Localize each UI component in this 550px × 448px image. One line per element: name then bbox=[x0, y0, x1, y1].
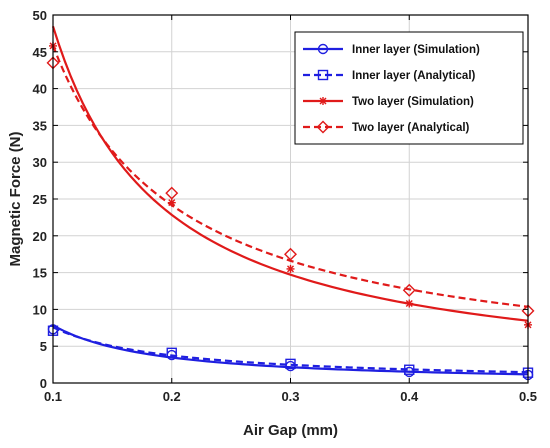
y-tick-label: 50 bbox=[33, 8, 47, 23]
y-tick-label: 40 bbox=[33, 82, 47, 97]
x-tick-label: 0.3 bbox=[281, 389, 299, 404]
legend-label: Two layer (Analytical) bbox=[352, 122, 470, 134]
y-axis-title: Magnetic Force (N) bbox=[7, 131, 24, 266]
y-tick-label: 30 bbox=[33, 155, 47, 170]
data-point-star bbox=[405, 299, 414, 308]
data-point-diamond bbox=[284, 247, 297, 261]
legend-label: Two layer (Simulation) bbox=[352, 96, 474, 108]
data-point-square bbox=[166, 347, 177, 359]
y-tick-label: 10 bbox=[33, 302, 47, 317]
series-line bbox=[51, 45, 529, 308]
x-tick-label: 0.5 bbox=[519, 389, 537, 404]
data-point-circle bbox=[317, 43, 329, 55]
data-point-star bbox=[319, 97, 327, 105]
y-tick-label: 15 bbox=[33, 266, 47, 281]
legend-box bbox=[294, 31, 524, 145]
grid bbox=[52, 14, 529, 384]
y-tick-label: 5 bbox=[40, 339, 47, 354]
data-point-star bbox=[286, 264, 295, 273]
legend-item: Two layer (Analytical) bbox=[303, 120, 470, 134]
legend-label: Inner layer (Analytical) bbox=[352, 70, 476, 82]
y-tick-label: 35 bbox=[33, 118, 47, 133]
x-tick-label: 0.1 bbox=[44, 389, 62, 404]
y-tick-label: 45 bbox=[33, 45, 47, 60]
series-line bbox=[52, 326, 529, 374]
tick-labels: 0.1 0.2 0.3 0.4 0.5 0 5 10 15 20 25 30 35 40 45 50 bbox=[33, 8, 538, 404]
series-line bbox=[51, 25, 529, 322]
data-point-square bbox=[285, 358, 296, 370]
data-point-diamond bbox=[402, 283, 416, 297]
legend-item: Inner layer (Analytical) bbox=[303, 69, 476, 82]
legend-item: Two layer (Simulation) bbox=[303, 96, 474, 108]
data-point-diamond bbox=[165, 186, 179, 200]
x-tick-label: 0.4 bbox=[400, 389, 419, 404]
y-tick-label: 25 bbox=[33, 192, 47, 207]
y-tick-label: 0 bbox=[40, 376, 47, 391]
series-line bbox=[52, 324, 529, 376]
legend-label: Inner layer (Simulation) bbox=[352, 44, 480, 56]
data-point-square bbox=[404, 364, 415, 375]
data-point-square bbox=[317, 69, 329, 81]
x-tick-label: 0.2 bbox=[163, 389, 181, 404]
y-tick-label: 20 bbox=[33, 229, 47, 244]
data-point-diamond bbox=[316, 120, 330, 134]
legend-item: Inner layer (Simulation) bbox=[303, 43, 480, 56]
legend: Inner layer (Simulation) Inner layer (Ana… bbox=[294, 31, 524, 145]
x-axis-title: Air Gap (mm) bbox=[243, 422, 338, 439]
